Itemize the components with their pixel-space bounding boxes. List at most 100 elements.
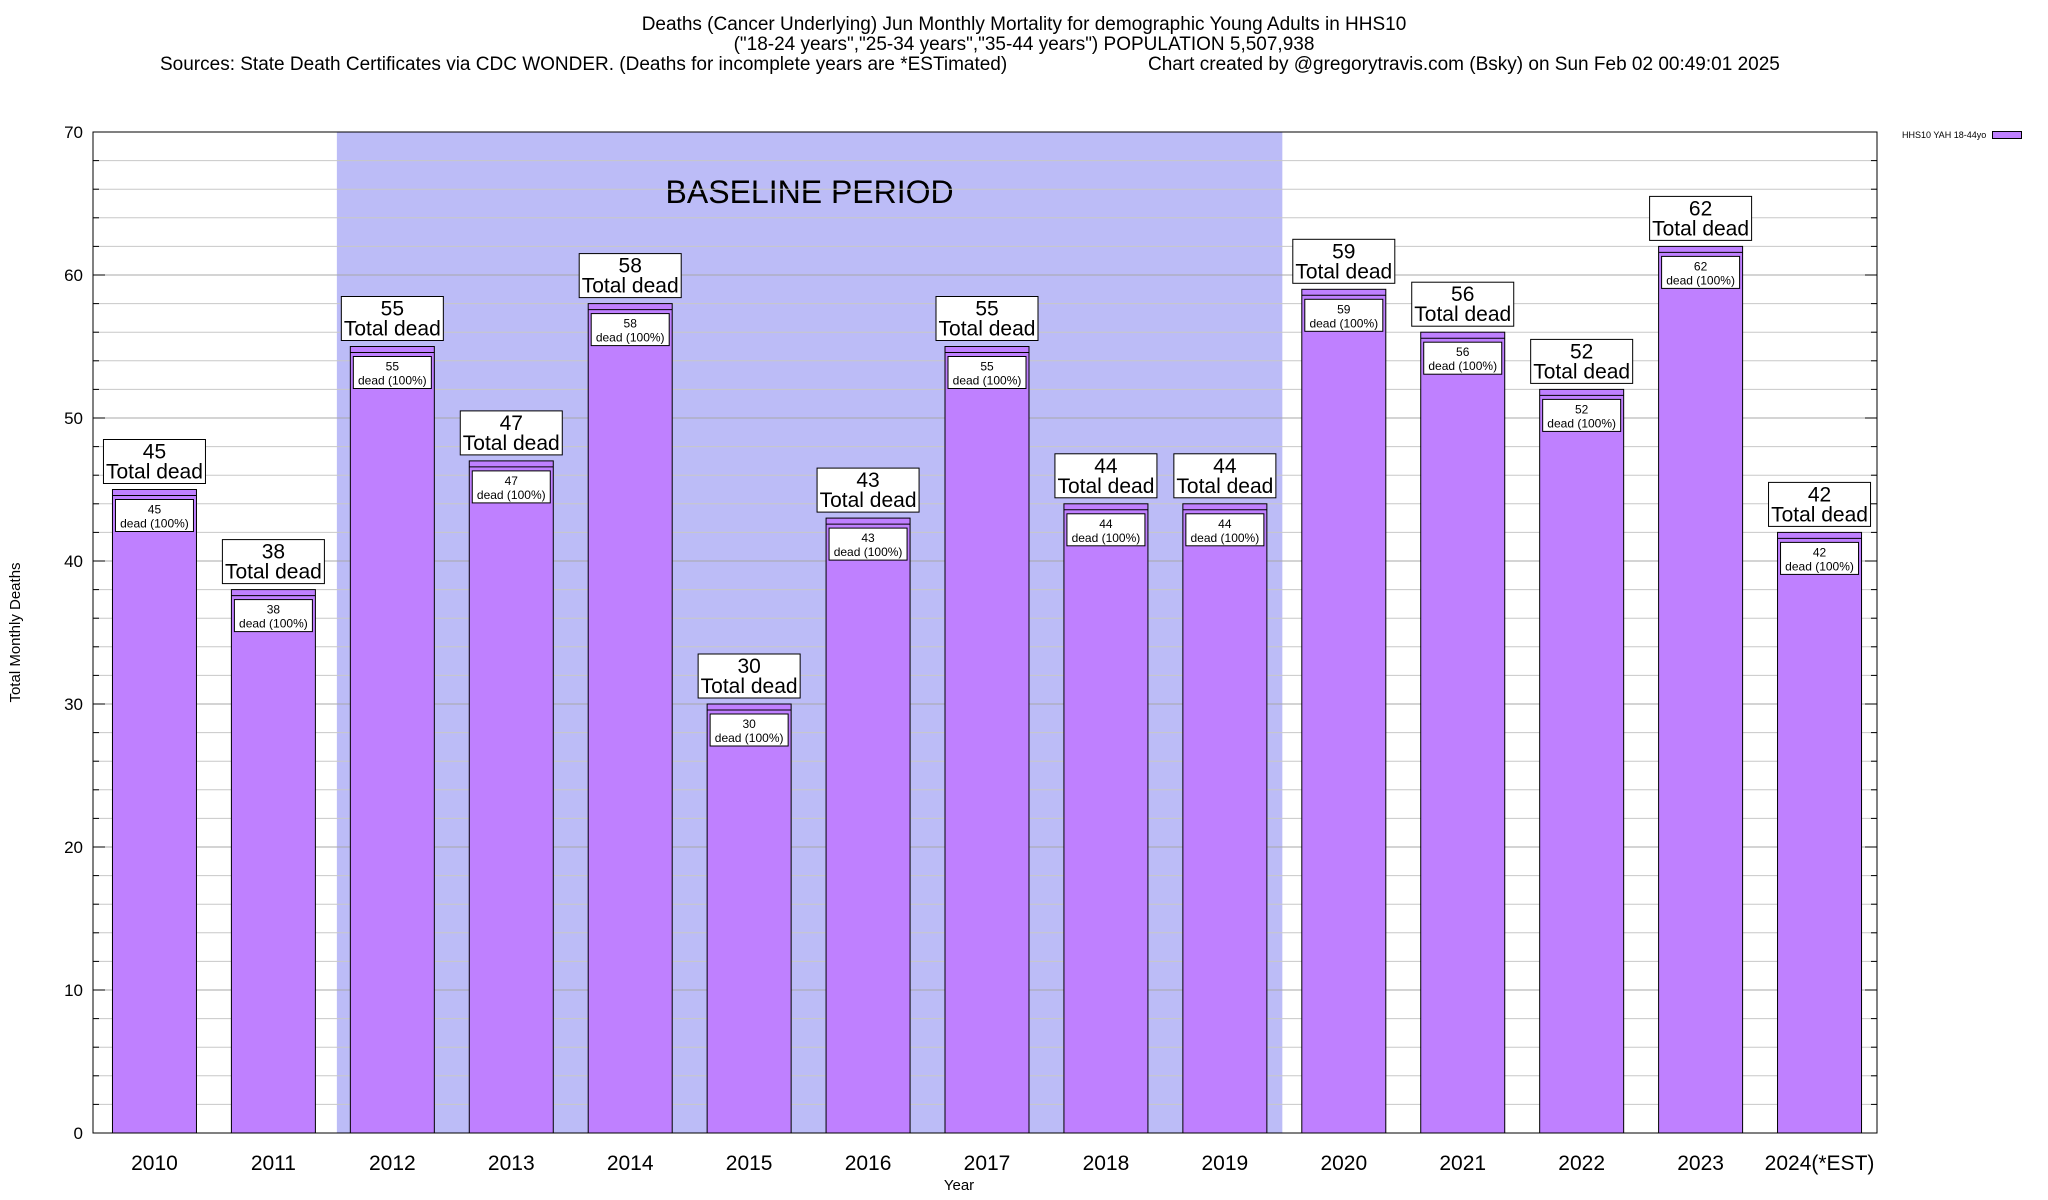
bar-top-label-box — [1768, 481, 1872, 527]
bar-inner-value: 56 — [1456, 345, 1470, 359]
bar-inner-value: 59 — [1337, 302, 1351, 316]
bar-inner-value: 30 — [742, 717, 756, 731]
bar-top-suffix: Total dead — [1057, 475, 1154, 498]
bar-inner-label-box — [1780, 541, 1860, 575]
bar-top-label-box — [1292, 238, 1396, 284]
chart-credit: Chart created by @gregorytravis.com (Bsk… — [1148, 54, 1780, 75]
bar-top-suffix: Total dead — [701, 675, 798, 698]
x-tick-label: 2012 — [369, 1152, 416, 1175]
bar-top-label-box — [1530, 338, 1634, 384]
bar — [706, 703, 792, 1134]
bar — [1539, 388, 1625, 1134]
bar-inner-suffix: dead (100%) — [596, 331, 665, 345]
bar-inner-suffix: dead (100%) — [834, 545, 903, 559]
bar-inner-label-box — [1542, 398, 1622, 432]
bar-top-suffix: Total dead — [1414, 303, 1511, 326]
y-tick-label: 0 — [74, 1124, 83, 1143]
bar — [468, 460, 554, 1134]
bar — [1301, 288, 1387, 1134]
bar-top-suffix: Total dead — [1533, 360, 1630, 383]
bar — [1182, 503, 1268, 1134]
y-axis-title: Total Monthly Deaths — [7, 562, 24, 702]
bar-inner-value: 62 — [1694, 259, 1708, 273]
bar-inner-label-box — [1423, 341, 1503, 375]
bar-inner-value: 43 — [861, 531, 875, 545]
bar-top-label-box — [221, 539, 325, 585]
bar-inner-value: 44 — [1099, 517, 1113, 531]
bar-top-label-box — [1649, 195, 1753, 241]
legend-label: HHS10 YAH 18-44yo — [1902, 130, 1987, 140]
bar-top-suffix: Total dead — [939, 318, 1036, 341]
x-tick-label: 2017 — [964, 1152, 1011, 1175]
x-tick-label: 2022 — [1558, 1152, 1605, 1175]
bar-top-label-box — [578, 253, 682, 299]
bar-inner-value: 58 — [624, 317, 638, 331]
bar-top-value: 38 — [262, 541, 285, 564]
bar — [111, 489, 197, 1134]
x-axis-title: Year — [944, 1177, 974, 1194]
y-tick-label: 20 — [64, 838, 83, 857]
bar-inner-label-box — [114, 499, 194, 532]
bar-inner-label-box — [947, 356, 1027, 389]
bar-inner-value: 55 — [386, 360, 400, 374]
x-tick-label: 2023 — [1677, 1152, 1724, 1175]
bar-top-value: 45 — [143, 441, 166, 464]
bar-top-value: 42 — [1808, 483, 1831, 506]
bar — [230, 589, 316, 1134]
y-tick-label: 40 — [64, 552, 83, 571]
bar-inner-suffix: dead (100%) — [953, 374, 1022, 388]
baseline-period-label: BASELINE PERIOD — [666, 174, 954, 210]
bar-top-value: 59 — [1332, 240, 1355, 263]
y-tick-label: 50 — [64, 409, 83, 428]
bar-top-value: 56 — [1451, 283, 1474, 306]
bar-top-value: 44 — [1094, 455, 1118, 478]
bar-inner-suffix: dead (100%) — [1547, 416, 1616, 430]
bar-inner-label-box — [471, 470, 551, 504]
bar-inner-suffix: dead (100%) — [239, 617, 308, 631]
chart-sources: Sources: State Death Certificates via CD… — [160, 54, 1008, 75]
x-tick-label: 2021 — [1439, 1152, 1486, 1175]
bar — [1063, 503, 1149, 1134]
bar-inner-label-box — [709, 713, 789, 747]
bar-top-value: 62 — [1689, 197, 1712, 220]
bar-top-value: 44 — [1213, 455, 1237, 478]
bar-inner-label-box — [233, 599, 313, 633]
bar — [1420, 331, 1506, 1134]
x-tick-label: 2020 — [1320, 1152, 1367, 1175]
bar-inner-label-box — [352, 356, 432, 389]
bar-top-label-box — [340, 296, 444, 341]
chart-title-line-2: ("18-24 years","25-34 years","35-44 year… — [733, 34, 1315, 55]
bar — [1777, 531, 1863, 1134]
bar-inner-suffix: dead (100%) — [477, 488, 546, 502]
bar-inner-value: 38 — [267, 603, 281, 617]
legend: HHS10 YAH 18-44yo — [1902, 130, 2023, 140]
bar-top-label-box — [816, 467, 920, 513]
bar-inner-suffix: dead (100%) — [1428, 359, 1497, 373]
bar-inner-label-box — [1304, 298, 1384, 332]
bar-inner-suffix: dead (100%) — [1072, 531, 1141, 545]
bar-top-label-box — [935, 296, 1039, 341]
bar-inner-label-box — [1661, 255, 1741, 289]
bar-inner-value: 42 — [1813, 545, 1827, 559]
bar-inner-suffix: dead (100%) — [120, 517, 189, 531]
bar-inner-value: 55 — [980, 360, 994, 374]
chart-title-line-1: Deaths (Cancer Underlying) Jun Monthly M… — [641, 14, 1407, 35]
bar-inner-label-box — [590, 313, 670, 347]
x-tick-label: 2014 — [607, 1152, 654, 1175]
bar-top-label-box — [1173, 453, 1277, 499]
y-tick-label: 60 — [64, 266, 83, 285]
bar-top-value: 52 — [1570, 340, 1593, 363]
x-tick-label: 2013 — [488, 1152, 535, 1175]
bar-top-suffix: Total dead — [463, 432, 560, 455]
x-tick-label: 2011 — [251, 1152, 296, 1175]
bar — [944, 346, 1030, 1134]
bar-top-suffix: Total dead — [344, 318, 441, 341]
x-tick-label: 2024(*EST) — [1765, 1152, 1875, 1175]
bar-top-label-box — [1054, 453, 1158, 499]
bar-top-label-box — [102, 439, 206, 484]
bar-top-suffix: Total dead — [225, 561, 322, 584]
bar — [587, 303, 673, 1134]
y-tick-label: 10 — [64, 981, 83, 1000]
bar-inner-label-box — [828, 527, 908, 561]
